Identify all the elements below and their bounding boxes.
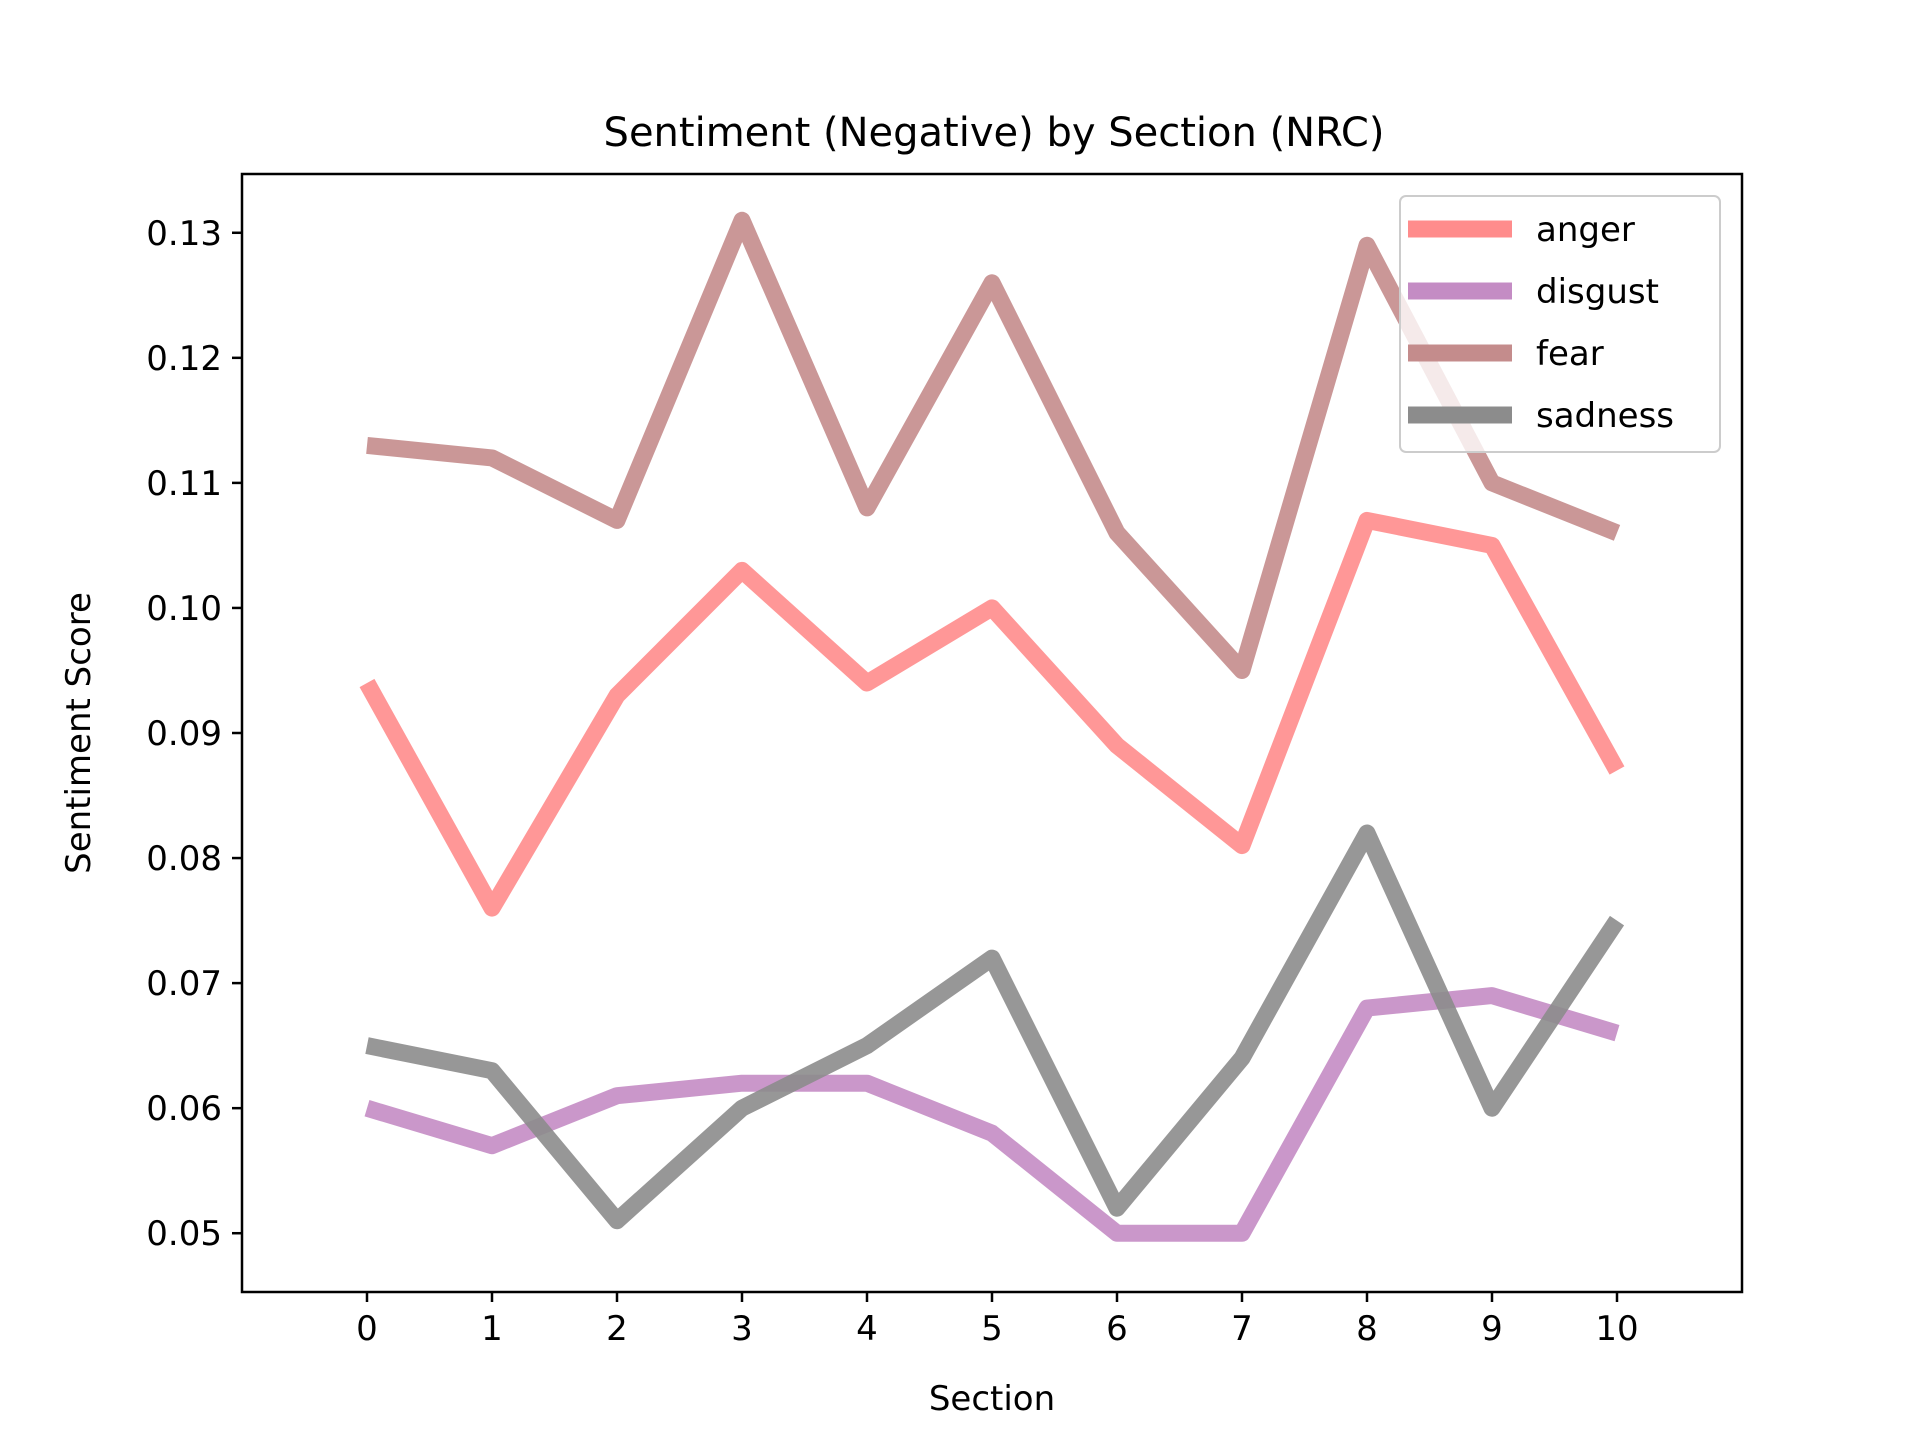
y-tick-label: 0.13 <box>146 214 222 254</box>
y-axis-ticks: 0.05 0.06 0.07 0.08 0.09 0.10 0.11 0.12 0.13 <box>146 214 242 1254</box>
legend-frame <box>1399 195 1721 453</box>
x-tick-label: 9 <box>1481 1309 1503 1349</box>
legend: anger disgust fear sadness <box>1399 195 1721 453</box>
series-lines <box>359 211 1625 1242</box>
series-line-sadness <box>365 824 1625 1230</box>
x-axis-label: Section <box>929 1379 1055 1419</box>
y-tick-label: 0.09 <box>146 714 222 754</box>
legend-label-fear: fear <box>1536 334 1604 374</box>
x-tick-label: 5 <box>981 1309 1003 1349</box>
y-tick-label: 0.10 <box>146 589 222 629</box>
x-tick-label: 4 <box>856 1309 878 1349</box>
series-line-anger <box>359 511 1625 917</box>
y-tick-label: 0.11 <box>146 464 222 504</box>
x-tick-label: 7 <box>1231 1309 1253 1349</box>
chart-title: Sentiment (Negative) by Section (NRC) <box>604 110 1385 156</box>
legend-label-sadness: sadness <box>1536 396 1674 436</box>
y-axis-label: Sentiment Score <box>59 592 99 874</box>
x-tick-label: 0 <box>356 1309 378 1349</box>
x-tick-label: 6 <box>1106 1309 1128 1349</box>
x-tick-label: 8 <box>1356 1309 1378 1349</box>
y-tick-label: 0.07 <box>146 964 222 1004</box>
legend-label-anger: anger <box>1536 210 1635 250</box>
series-line-disgust <box>364 987 1620 1242</box>
y-tick-label: 0.12 <box>146 339 222 379</box>
legend-label-disgust: disgust <box>1536 272 1659 312</box>
x-tick-label: 1 <box>481 1309 503 1349</box>
x-axis-ticks: 0 1 2 3 4 5 6 7 8 9 10 <box>356 1292 1639 1349</box>
x-tick-label: 2 <box>606 1309 628 1349</box>
x-tick-label: 3 <box>731 1309 753 1349</box>
x-tick-label: 10 <box>1595 1309 1638 1349</box>
y-tick-label: 0.05 <box>146 1214 222 1254</box>
y-tick-label: 0.08 <box>146 839 222 879</box>
y-tick-label: 0.06 <box>146 1089 222 1129</box>
